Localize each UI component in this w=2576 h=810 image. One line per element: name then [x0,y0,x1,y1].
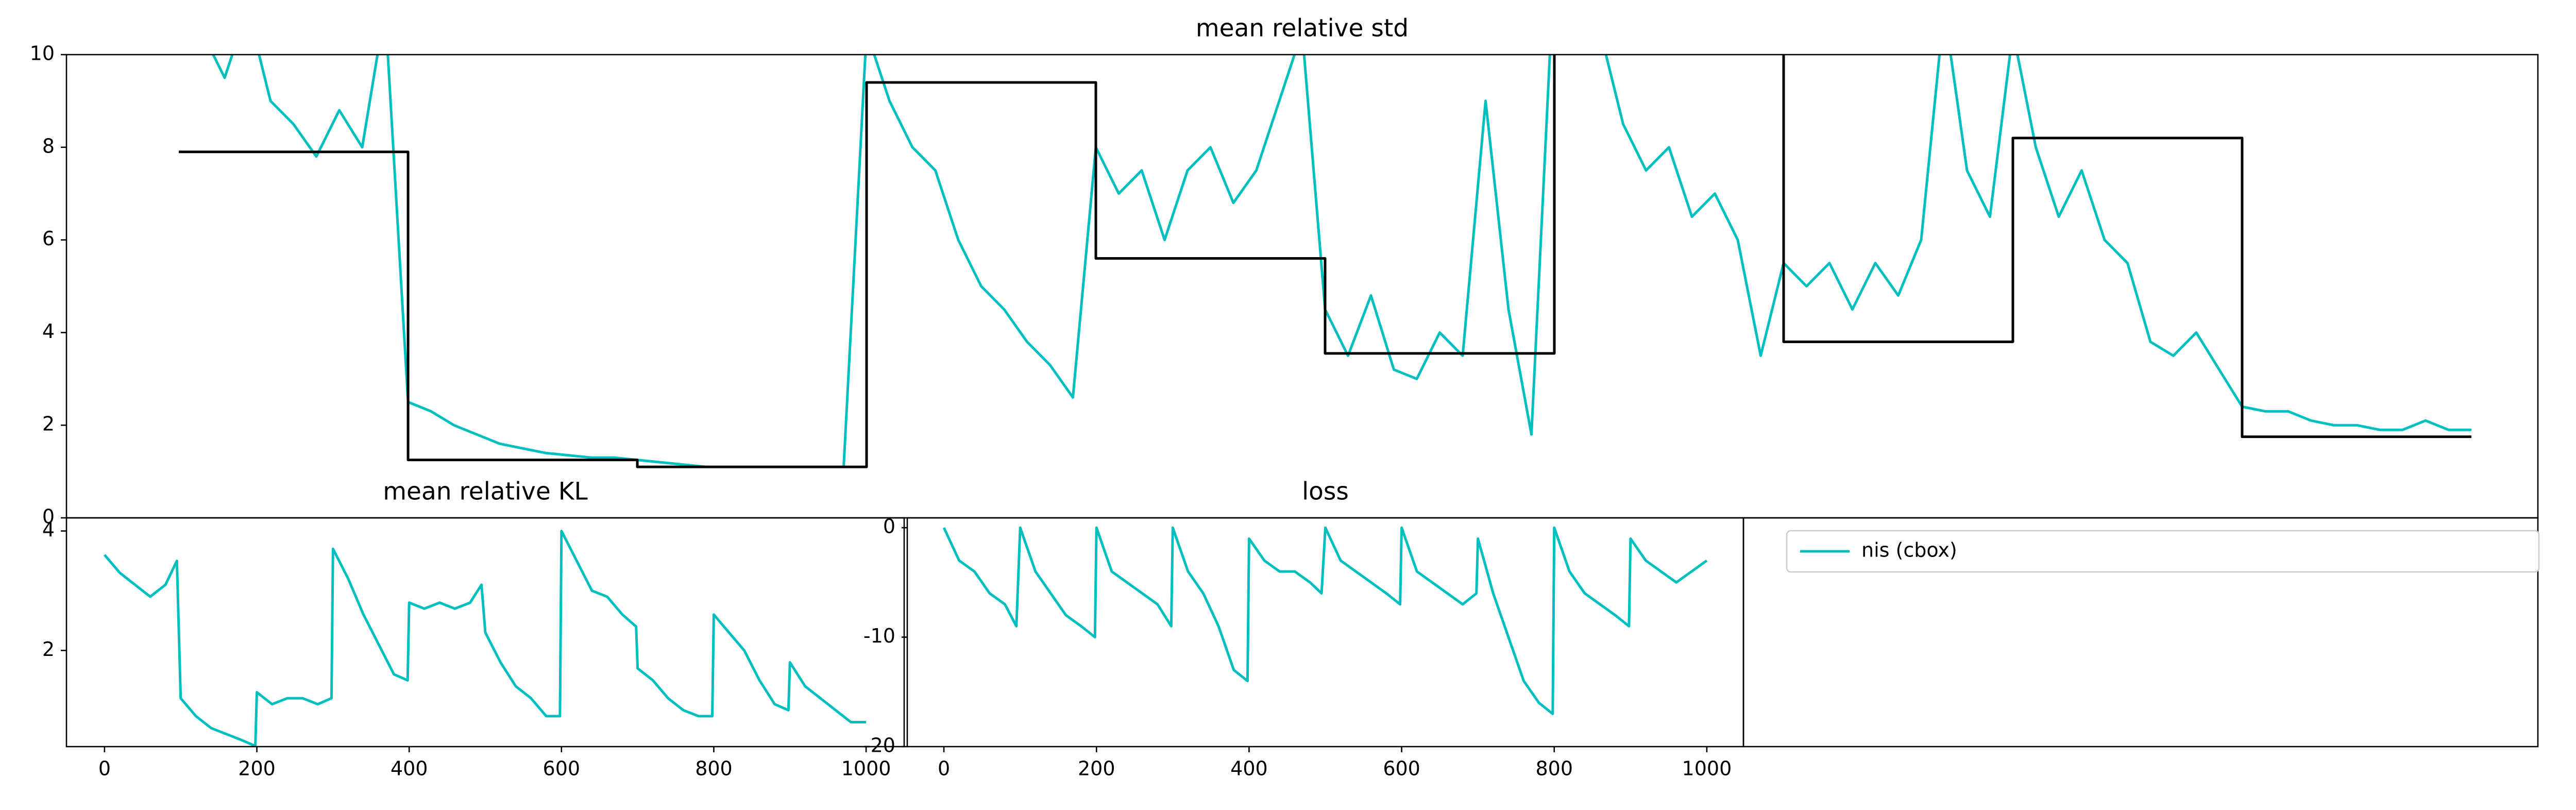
x-tick-label: 1000 [841,757,891,780]
chart-title: loss [1302,478,1349,506]
chart-title: mean relative KL [383,478,587,506]
y-tick-label: 10 [30,42,55,65]
series-line [942,526,1708,715]
y-tick-label: 0 [42,505,55,528]
axes-frame [65,517,905,748]
legend-box [1786,530,2540,573]
x-tick-label: 0 [98,757,111,780]
series-line [104,530,867,747]
series-line [212,55,2471,468]
y-tick-label: 4 [42,518,55,541]
x-tick-label: 200 [238,757,276,780]
y-tick-label: 0 [883,515,895,538]
legend-panel [1742,517,2539,748]
axes-frame [65,54,2539,519]
series-line [179,55,2471,468]
x-tick-label: 800 [695,757,733,780]
axes-frame [906,517,1744,748]
x-tick-label: 400 [1230,757,1268,780]
y-tick-label: 2 [42,413,55,435]
y-tick-label: 6 [42,227,55,250]
y-tick-label: -10 [863,625,895,647]
y-tick-label: 2 [42,638,55,661]
x-tick-label: 800 [1535,757,1573,780]
x-tick-label: 0 [938,757,950,780]
x-tick-label: 600 [1383,757,1420,780]
x-tick-label: 1000 [1682,757,1732,780]
y-tick-label: 4 [42,320,55,343]
y-tick-label: 8 [42,134,55,157]
x-tick-label: 200 [1078,757,1115,780]
x-tick-label: 400 [391,757,428,780]
chart-title: mean relative std [1196,14,1409,43]
legend-label: nis (cbox) [1861,539,1957,562]
y-tick-label: -20 [863,734,895,757]
x-tick-label: 600 [543,757,581,780]
